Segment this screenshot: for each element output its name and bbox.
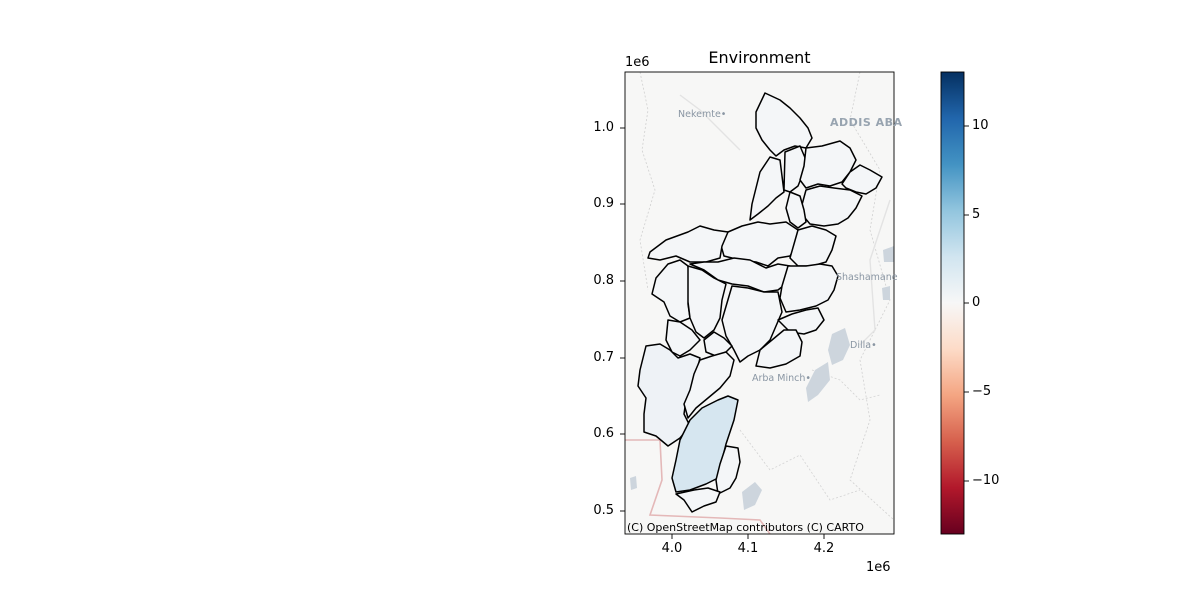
road [679, 94, 741, 151]
y-tick-label: 0.5 [593, 503, 614, 518]
colorbar [940, 71, 965, 535]
map-axes-frame [624, 71, 895, 535]
colorbar-tick-label: −10 [972, 473, 1000, 488]
lake [742, 482, 762, 510]
place-label-addis-ababa: ADDIS ABA [830, 116, 903, 129]
admin-border [639, 72, 656, 291]
road [859, 199, 891, 346]
y-tick-label: 0.6 [593, 426, 614, 441]
place-label-shashamane: Shashamane [836, 272, 898, 283]
lake [882, 286, 890, 300]
map-attribution: (C) OpenStreetMap contributors (C) CARTO [627, 521, 864, 534]
region [715, 445, 741, 495]
y-axis [620, 127, 625, 512]
region [799, 140, 857, 189]
place-label-nekemte: Nekemte• [678, 109, 727, 120]
lake [630, 476, 637, 490]
region [755, 329, 803, 369]
regions [637, 92, 883, 513]
y-offset-label: 1e6 [625, 55, 650, 70]
region [841, 164, 883, 195]
admin-border [811, 369, 881, 401]
region [647, 225, 729, 263]
region [749, 156, 785, 221]
x-tick-label: 4.2 [813, 541, 835, 556]
region [785, 191, 807, 229]
x-axis [671, 534, 825, 539]
y-tick-label: 0.8 [593, 273, 614, 288]
x-tick-label: 4.0 [661, 541, 683, 556]
colorbar-tick-label: 5 [972, 207, 981, 222]
colorbar-ticks [964, 125, 969, 482]
admin-border [739, 429, 861, 501]
region [637, 343, 701, 447]
lake [828, 328, 850, 365]
region [675, 487, 721, 513]
region [779, 263, 839, 313]
region [703, 331, 733, 357]
y-tick-label: 0.7 [593, 350, 614, 365]
region [799, 185, 863, 227]
region [683, 351, 735, 419]
map-title: Environment [708, 48, 811, 67]
lake [806, 362, 830, 402]
region [665, 319, 701, 357]
region [687, 265, 727, 339]
lake [883, 246, 894, 262]
colorbar-tick-label: 10 [972, 118, 989, 133]
colorbar-tick-label: 0 [972, 295, 981, 310]
x-tick-label: 4.1 [737, 541, 759, 556]
y-tick-label: 0.9 [593, 196, 614, 211]
y-tick-label: 1.0 [593, 120, 614, 135]
colorbar-tick-label: −5 [972, 384, 992, 399]
region [755, 92, 813, 157]
x-offset-label: 1e6 [866, 560, 891, 575]
region [789, 225, 837, 267]
place-label-arba-minch: Arba Minch• [752, 373, 811, 384]
place-label-dilla: Dilla• [850, 340, 877, 351]
